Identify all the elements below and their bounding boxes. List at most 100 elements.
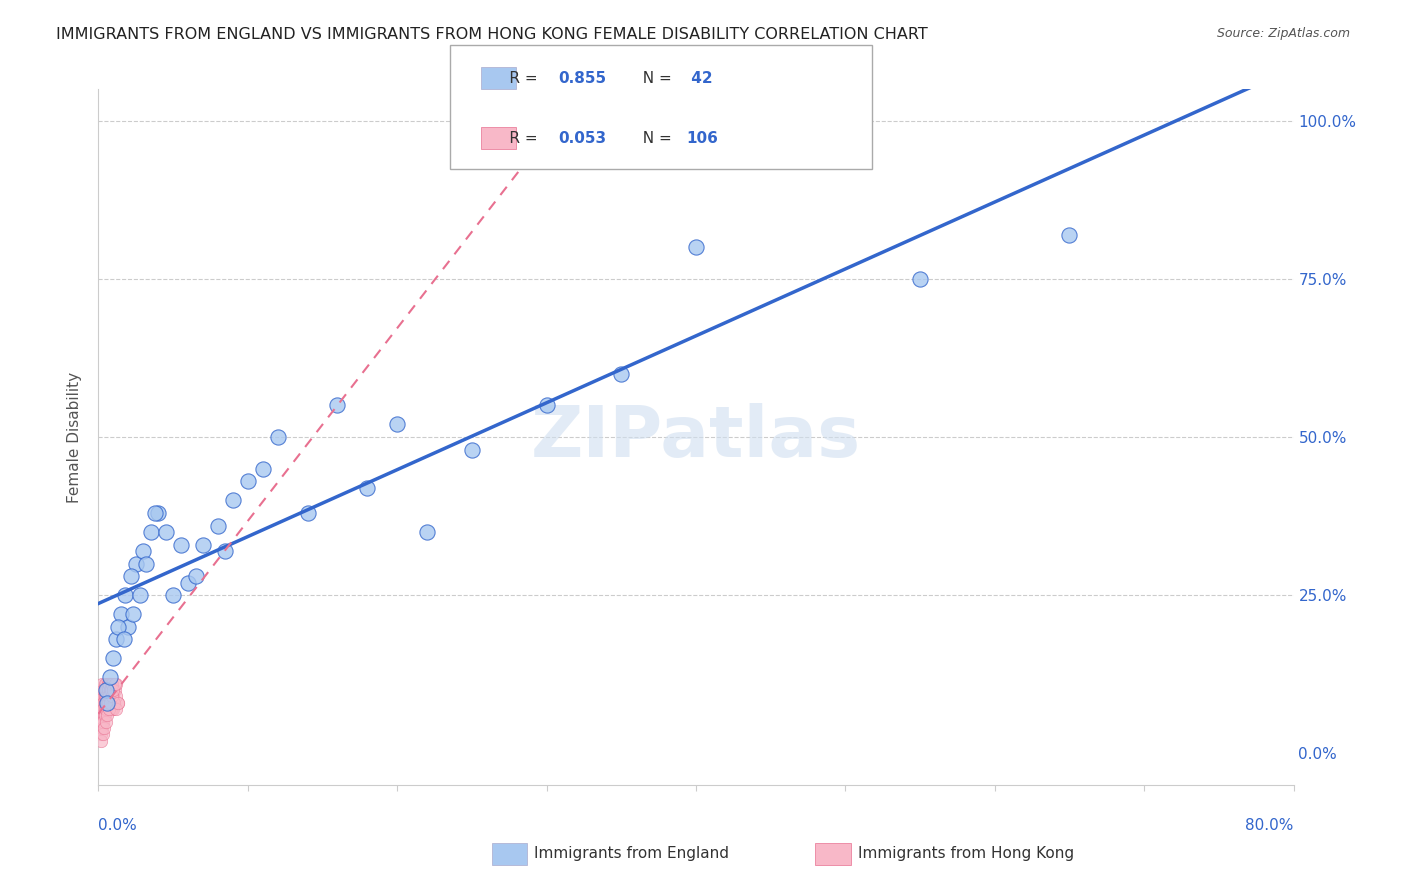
Point [91, 677, 114, 691]
Point [169, 538, 191, 552]
Point [191, 538, 214, 552]
Point [90, 683, 112, 698]
Point [90, 708, 112, 723]
Point [93, 696, 115, 710]
Point [101, 702, 124, 716]
Point [94, 708, 117, 723]
Point [91, 708, 114, 723]
Point [89, 696, 111, 710]
Point [121, 607, 143, 622]
Point [90, 714, 112, 729]
Point [91, 721, 114, 735]
Point [184, 569, 207, 583]
Point [100, 696, 122, 710]
Point [101, 696, 124, 710]
Point [98, 696, 121, 710]
Point [207, 518, 229, 533]
Point [214, 544, 236, 558]
Point [129, 588, 152, 602]
Point [89, 714, 111, 729]
Text: Immigrants from Hong Kong: Immigrants from Hong Kong [858, 847, 1074, 861]
Point [89, 708, 111, 723]
Point [94, 702, 117, 716]
Point [98, 677, 121, 691]
Point [90, 733, 112, 747]
Point [610, 367, 633, 381]
Point [114, 588, 136, 602]
Text: 80.0%: 80.0% [1246, 818, 1294, 832]
Point [101, 677, 124, 691]
Point [100, 702, 122, 716]
Point [177, 575, 200, 590]
Text: 106: 106 [686, 131, 718, 145]
Point [236, 475, 259, 489]
Point [120, 569, 142, 583]
Point [93, 708, 115, 723]
Point [91, 683, 114, 698]
Point [96, 690, 118, 704]
Point [91, 714, 114, 729]
Point [112, 632, 135, 647]
Point [105, 702, 128, 716]
Point [97, 677, 120, 691]
Point [267, 430, 290, 444]
Point [103, 690, 125, 704]
Point [94, 690, 117, 704]
Point [96, 683, 118, 698]
Y-axis label: Female Disability: Female Disability [67, 371, 83, 503]
Point [90, 721, 112, 735]
Point [135, 557, 157, 571]
Text: ZIPatlas: ZIPatlas [531, 402, 860, 472]
Point [90, 690, 112, 704]
Point [96, 708, 118, 723]
Point [104, 690, 127, 704]
Point [103, 651, 125, 665]
Point [91, 690, 114, 704]
Point [98, 690, 121, 704]
Point [1059, 227, 1081, 242]
Point [90, 702, 112, 716]
Point [100, 683, 122, 698]
Point [155, 524, 177, 539]
Text: 0.0%: 0.0% [98, 818, 138, 832]
Point [139, 524, 162, 539]
Point [96, 702, 118, 716]
Point [297, 506, 319, 520]
Point [416, 524, 439, 539]
Point [93, 721, 115, 735]
Point [98, 683, 121, 698]
Point [100, 696, 122, 710]
Point [91, 702, 114, 716]
Point [93, 702, 115, 716]
Point [93, 677, 115, 691]
Text: R =: R = [485, 131, 543, 145]
Point [94, 683, 117, 698]
Point [94, 690, 117, 704]
Point [148, 506, 170, 520]
Point [96, 683, 118, 698]
Point [103, 696, 125, 710]
Point [98, 677, 121, 691]
Point [101, 690, 124, 704]
Point [97, 677, 120, 691]
Text: N =: N = [633, 71, 676, 86]
Text: IMMIGRANTS FROM ENGLAND VS IMMIGRANTS FROM HONG KONG FEMALE DISABILITY CORRELATI: IMMIGRANTS FROM ENGLAND VS IMMIGRANTS FR… [56, 27, 928, 42]
Point [91, 702, 114, 716]
Point [385, 417, 409, 432]
Point [97, 683, 120, 698]
Point [96, 683, 118, 698]
Point [685, 240, 707, 254]
Point [107, 620, 129, 634]
Point [89, 714, 111, 729]
Point [104, 677, 127, 691]
Point [91, 727, 114, 741]
Point [90, 696, 112, 710]
Point [91, 702, 114, 716]
Point [97, 696, 120, 710]
Point [105, 677, 128, 691]
Point [132, 544, 155, 558]
Point [461, 442, 484, 457]
Point [117, 620, 139, 634]
Point [97, 690, 120, 704]
Point [94, 677, 117, 691]
